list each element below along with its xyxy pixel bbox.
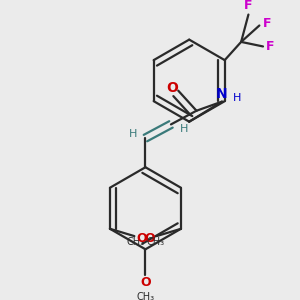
Text: H: H <box>128 128 137 139</box>
Text: O: O <box>136 232 147 245</box>
Text: O: O <box>166 81 178 95</box>
Text: CH₃: CH₃ <box>146 237 164 248</box>
Text: O: O <box>140 276 151 289</box>
Text: F: F <box>262 17 271 30</box>
Text: CH₃: CH₃ <box>127 237 145 248</box>
Text: CH₃: CH₃ <box>136 292 154 300</box>
Text: O: O <box>144 232 155 245</box>
Text: N: N <box>216 87 228 101</box>
Text: F: F <box>266 40 275 53</box>
Text: H: H <box>232 93 241 103</box>
Text: F: F <box>244 0 253 12</box>
Text: H: H <box>179 124 188 134</box>
